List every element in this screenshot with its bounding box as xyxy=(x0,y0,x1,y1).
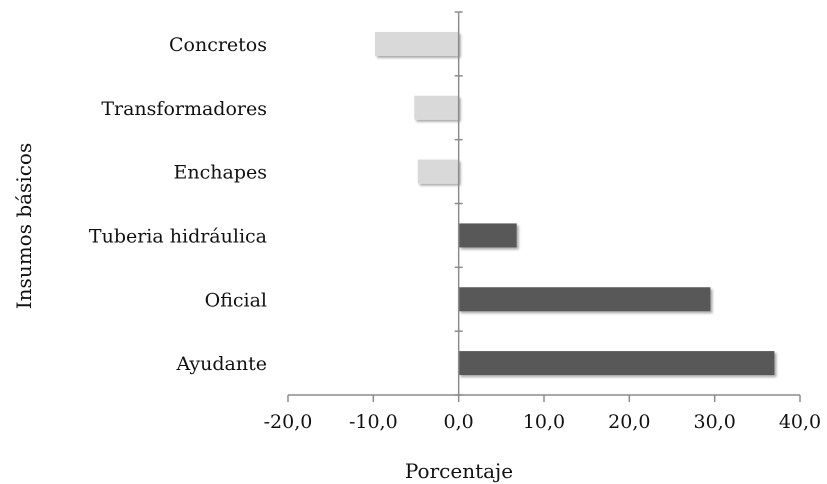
x-tick-label: 30,0 xyxy=(694,411,736,433)
bars-group xyxy=(375,31,775,376)
x-tick-label: -20,0 xyxy=(264,411,313,433)
bar-ayudante xyxy=(458,351,775,376)
bar-concretos xyxy=(375,31,459,56)
category-label-oficial: Oficial xyxy=(205,289,267,311)
bar-enchapes xyxy=(417,159,459,184)
x-tick-label: 0,0 xyxy=(444,411,474,433)
category-label-ayudante: Ayudante xyxy=(175,353,267,375)
x-tick-label: 40,0 xyxy=(779,411,821,433)
bar-tuberia-hidraulica xyxy=(458,223,517,248)
axes-group xyxy=(287,11,801,402)
category-label-concretos: Concretos xyxy=(169,34,267,56)
x-tick-label: 20,0 xyxy=(608,411,650,433)
x-tick-label: -10,0 xyxy=(349,411,398,433)
category-label-transformadores: Transformadores xyxy=(101,98,267,120)
labels-group: Concretos Transformadores Enchapes Tuberia … xyxy=(89,34,821,433)
category-label-tuberia-hidraulica: Tuberia hidráulica xyxy=(89,225,267,247)
x-axis-title: Porcentaje xyxy=(405,459,513,483)
bar-transformadores xyxy=(414,95,459,120)
x-tick-label: 10,0 xyxy=(523,411,565,433)
y-axis-title: Insumos básicos xyxy=(12,143,36,309)
category-label-enchapes: Enchapes xyxy=(174,162,267,184)
bar-oficial xyxy=(458,287,711,312)
